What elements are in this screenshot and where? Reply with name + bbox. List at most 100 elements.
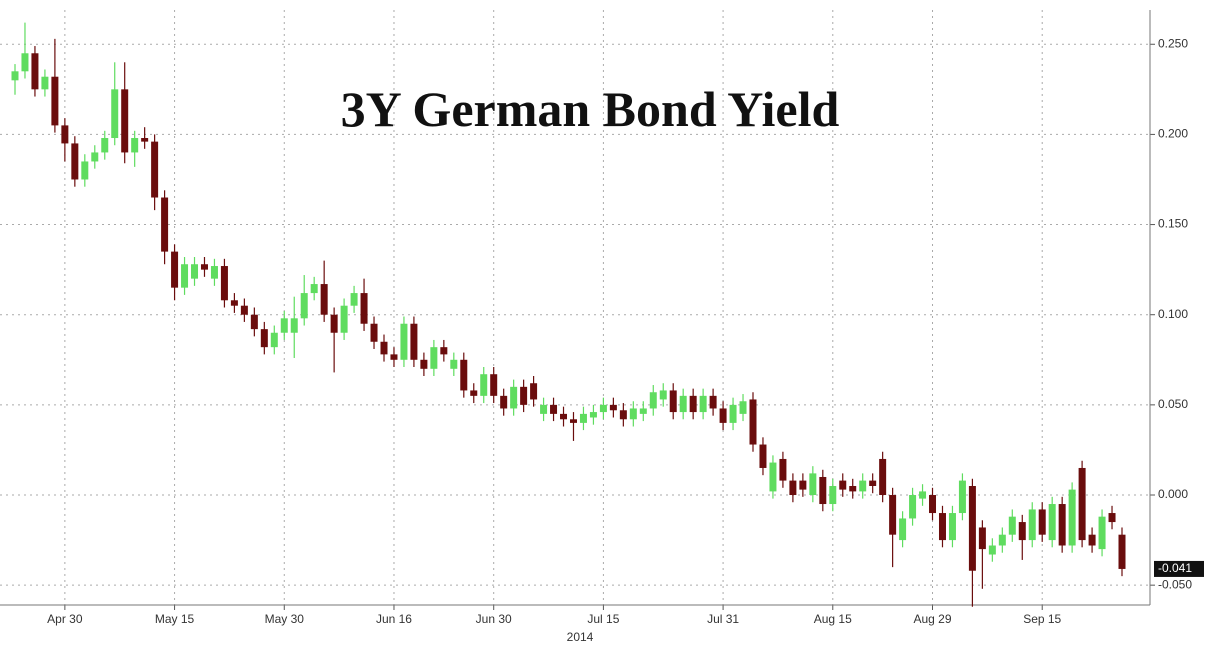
candle-body	[1118, 534, 1126, 569]
candle-body	[899, 518, 907, 541]
candle-body	[420, 359, 428, 369]
candle-body	[181, 264, 189, 288]
candle-body	[151, 141, 159, 198]
candle-body	[1088, 534, 1096, 546]
candle-body	[839, 480, 847, 490]
candle-body	[270, 332, 278, 348]
candle-body	[1068, 489, 1076, 546]
x-tick-label: Jun 16	[376, 612, 412, 626]
candle-body	[988, 545, 996, 555]
candle-body	[390, 354, 398, 360]
candle-body	[520, 386, 528, 405]
candle-body	[171, 251, 179, 288]
candle-body	[230, 300, 238, 306]
candle-body	[290, 318, 298, 333]
candle-body	[769, 462, 777, 492]
candle-body	[689, 395, 697, 413]
x-tick-label: Jul 15	[587, 612, 619, 626]
candle-body	[998, 534, 1006, 546]
candle-body	[739, 401, 747, 414]
candle-body	[260, 329, 268, 348]
candle-body	[719, 408, 727, 423]
candle-body	[350, 293, 358, 306]
x-tick-label: May 15	[155, 612, 195, 626]
candle-body	[41, 76, 49, 90]
y-tick-label: -0.050	[1158, 577, 1192, 591]
y-tick-label: 0.200	[1158, 127, 1188, 141]
last-price-box	[1154, 560, 1204, 577]
candle-body	[679, 395, 687, 413]
candle-body	[111, 89, 119, 139]
candle-body	[859, 480, 867, 492]
candle-body	[929, 495, 937, 514]
candle-body	[210, 266, 218, 279]
candle-body	[569, 419, 577, 423]
candle-body	[500, 395, 508, 409]
candle-body	[829, 486, 837, 505]
candle-body	[380, 341, 388, 355]
candle-body	[250, 314, 258, 330]
y-tick-label: 0.000	[1158, 487, 1188, 501]
candle-body	[779, 458, 787, 481]
candle-body	[958, 480, 966, 514]
candle-body	[909, 495, 917, 519]
candle-body	[809, 473, 817, 496]
y-tick-label: 0.050	[1158, 397, 1188, 411]
candle-body	[879, 458, 887, 496]
candle-body	[550, 404, 558, 414]
candle-body	[440, 347, 448, 355]
x-axis-label: 2014	[567, 630, 594, 644]
candle-body	[938, 513, 946, 541]
candle-body	[729, 404, 737, 423]
candle-body	[579, 413, 587, 423]
candle-body	[320, 284, 328, 315]
candle-body	[1098, 516, 1106, 550]
candle-body	[280, 318, 288, 333]
x-tick-label: Aug 29	[913, 612, 951, 626]
candle-body	[300, 293, 308, 319]
x-tick-label: Sep 15	[1023, 612, 1061, 626]
candle-body	[31, 53, 39, 90]
x-tick-label: Apr 30	[47, 612, 83, 626]
candle-body	[530, 383, 538, 400]
candle-body	[1058, 504, 1066, 546]
x-tick-label: Jun 30	[476, 612, 512, 626]
candle-body	[330, 314, 338, 333]
x-tick-label: Jul 31	[707, 612, 739, 626]
candle-body	[131, 138, 139, 153]
candle-body	[340, 305, 348, 333]
candle-body	[968, 486, 976, 571]
y-tick-label: 0.150	[1158, 217, 1188, 231]
candle-body	[460, 359, 468, 391]
candle-body	[430, 347, 438, 369]
candle-body	[849, 486, 857, 492]
candle-body	[410, 323, 418, 360]
candle-body	[759, 444, 767, 468]
candle-body	[978, 527, 986, 550]
candle-body	[400, 323, 408, 360]
candle-body	[200, 264, 208, 270]
candle-body	[799, 480, 807, 490]
y-tick-label: 0.250	[1158, 36, 1188, 50]
candle-body	[1038, 509, 1046, 535]
candle-body	[639, 408, 647, 414]
candle-body	[589, 412, 597, 418]
candle-body	[1108, 513, 1116, 523]
candle-body	[370, 323, 378, 342]
candle-body	[490, 374, 498, 396]
candle-body	[629, 408, 637, 420]
candle-body	[1028, 509, 1036, 541]
candle-body	[889, 495, 897, 535]
candle-body	[560, 413, 568, 420]
candle-body	[669, 390, 677, 413]
candle-body	[220, 266, 228, 301]
candle-body	[470, 390, 478, 396]
candle-body	[1048, 504, 1056, 541]
candle-body	[599, 404, 607, 413]
candle-body	[51, 76, 59, 126]
candle-body	[161, 197, 169, 252]
candle-body	[1078, 467, 1086, 541]
candle-body	[609, 404, 617, 411]
candle-body	[91, 152, 99, 162]
